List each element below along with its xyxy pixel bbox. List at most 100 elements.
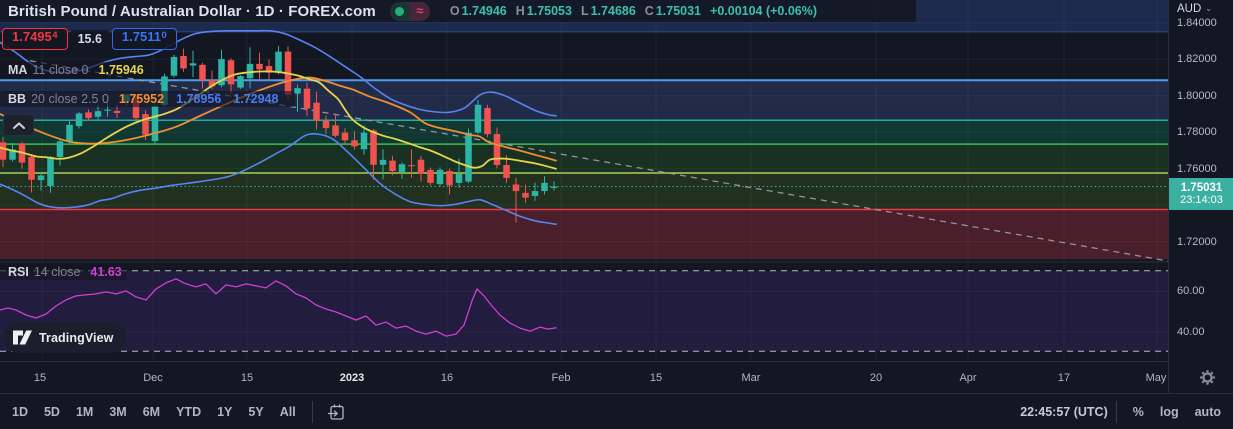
candle-body: [265, 66, 273, 73]
bottom-toolbar: 1D 5D 1M 3M 6M YTD 1Y 5Y All 22:45:57 (UTC) % lo…: [0, 393, 1233, 429]
time-axis-label[interactable]: Mar: [741, 372, 761, 384]
legend-title-row: British Pound / Australian Dollar · 1D ·…: [0, 0, 916, 22]
candle-body: [474, 104, 482, 133]
tradingview-logo[interactable]: TradingView: [3, 322, 126, 353]
range-button-5y[interactable]: 5Y: [248, 405, 264, 419]
ohlc-values: O 1.74946 H 1.75053 L 1.74686 C 1.75031 +0.00104…: [450, 4, 817, 18]
candle-body: [75, 113, 83, 127]
price-axis-currency[interactable]: AUD ⌄: [1177, 0, 1233, 17]
rsi-band: [0, 270, 1168, 352]
candle-body: [493, 134, 501, 165]
chevron-up-icon: [12, 121, 25, 129]
buy-button[interactable]: 1.7511 0: [111, 28, 177, 50]
toolbar-clock[interactable]: 22:45:57 (UTC): [1020, 405, 1108, 419]
log-scale-button[interactable]: log: [1159, 405, 1179, 419]
candle-body: [455, 173, 463, 183]
price-axis[interactable]: AUD ⌄ 1.84000 1.82000 1.80000 1.78000 1.76000…: [1168, 0, 1233, 393]
candle-body: [389, 160, 396, 171]
candle-body: [104, 109, 111, 111]
time-axis-label[interactable]: 17: [1057, 372, 1071, 384]
candle-body: [522, 192, 529, 198]
bb-legend[interactable]: BB 20 close 2.5 0 1.75952 1.78956 1.7294…: [0, 91, 296, 107]
candle-body: [303, 88, 311, 109]
candle-body: [436, 169, 444, 185]
range-button-1y[interactable]: 1Y: [217, 405, 233, 419]
ma-legend[interactable]: MA 11 close 0 1.75946: [0, 62, 149, 78]
range-button-1m[interactable]: 1M: [75, 405, 94, 419]
candle-body: [208, 80, 216, 87]
auto-scale-button[interactable]: auto: [1194, 405, 1221, 419]
zone-supply-teal: [0, 120, 1168, 145]
rsi-params: 14 close: [33, 265, 81, 279]
time-axis-label[interactable]: Apr: [959, 372, 977, 384]
candle-body: [66, 124, 73, 142]
toolbar-divider: [311, 401, 313, 423]
time-axis-label[interactable]: 15: [240, 372, 254, 384]
rsi-value: 41.63: [90, 265, 122, 279]
range-button-all[interactable]: All: [279, 405, 296, 419]
time-axis-label[interactable]: 2023: [339, 372, 365, 384]
sell-button[interactable]: 1.7495 4: [2, 28, 68, 50]
bb-upper-value: 1.78956: [176, 92, 222, 106]
time-axis-label[interactable]: May: [1145, 372, 1167, 384]
close-value: 1.75031: [655, 4, 702, 18]
curve-bb-basis: [0, 76, 557, 162]
go-to-date-icon: [327, 404, 344, 420]
market-status-pill[interactable]: ≈: [389, 1, 430, 21]
candle-body: [47, 156, 54, 186]
candle-body: [199, 64, 206, 81]
pane-collapse-button[interactable]: [3, 114, 34, 136]
candle-body: [341, 132, 349, 141]
bar-countdown: 23:14:03: [1180, 194, 1223, 207]
change-value: +0.00104 (+0.06%): [710, 4, 818, 18]
bb-name: BB: [8, 92, 27, 106]
range-button-3m[interactable]: 3M: [109, 405, 127, 419]
price-axis-label: 40.00: [1177, 326, 1205, 339]
candle-body: [446, 170, 453, 186]
symbol-title[interactable]: British Pound / Australian Dollar · 1D ·…: [8, 2, 376, 20]
price-axis-label: 1.80000: [1177, 89, 1217, 102]
time-axis-label[interactable]: 15: [649, 372, 663, 384]
candle-body: [465, 132, 472, 182]
toolbar-divider: [1115, 401, 1117, 423]
candle-body: [398, 164, 406, 172]
candle-body: [113, 110, 121, 113]
candle-body: [37, 175, 45, 181]
candle-body: [0, 142, 7, 160]
rsi-legend[interactable]: RSI 14 close 41.63: [0, 264, 127, 280]
candle-body: [246, 63, 254, 79]
go-to-date-button[interactable]: [321, 403, 352, 422]
candle-body: [189, 63, 197, 66]
axis-settings-gear-icon[interactable]: [1199, 369, 1216, 391]
bb-basis-value: 1.75952: [118, 92, 165, 106]
open-value: 1.74946: [461, 4, 507, 18]
high-value: 1.75053: [526, 4, 572, 18]
rsi-line: [0, 278, 557, 337]
time-axis-label[interactable]: 15: [33, 372, 47, 384]
rsi-name: RSI: [8, 265, 29, 279]
chart-canvas[interactable]: [0, 0, 1168, 361]
time-axis-label[interactable]: 16: [440, 372, 454, 384]
candle-body: [313, 102, 320, 121]
time-axis-label[interactable]: 20: [869, 372, 883, 384]
candle-body: [180, 56, 187, 69]
candle-body: [322, 120, 330, 129]
candle-body: [256, 63, 263, 70]
high-label: H: [515, 4, 525, 18]
price-axis-label: 1.76000: [1177, 162, 1217, 175]
tradingview-logo-icon: [13, 329, 32, 346]
range-button-ytd[interactable]: YTD: [176, 405, 202, 419]
candle-body: [294, 88, 301, 94]
time-axis-label[interactable]: Feb: [551, 372, 571, 384]
candle-body: [94, 111, 102, 117]
tradingview-wordmark: TradingView: [39, 330, 114, 345]
range-button-1d[interactable]: 1D: [12, 405, 28, 419]
range-button-5d[interactable]: 5D: [43, 405, 60, 419]
time-axis-label[interactable]: Dec: [143, 372, 163, 384]
percent-scale-button[interactable]: %: [1132, 405, 1144, 419]
range-button-6m[interactable]: 6M: [142, 405, 161, 419]
time-axis[interactable]: 15 Dec 15 2023 16 Feb 15 Mar 20 Apr 17 May: [0, 361, 1168, 394]
ma-params: 11 close 0: [32, 63, 89, 77]
candle-body: [9, 149, 16, 160]
